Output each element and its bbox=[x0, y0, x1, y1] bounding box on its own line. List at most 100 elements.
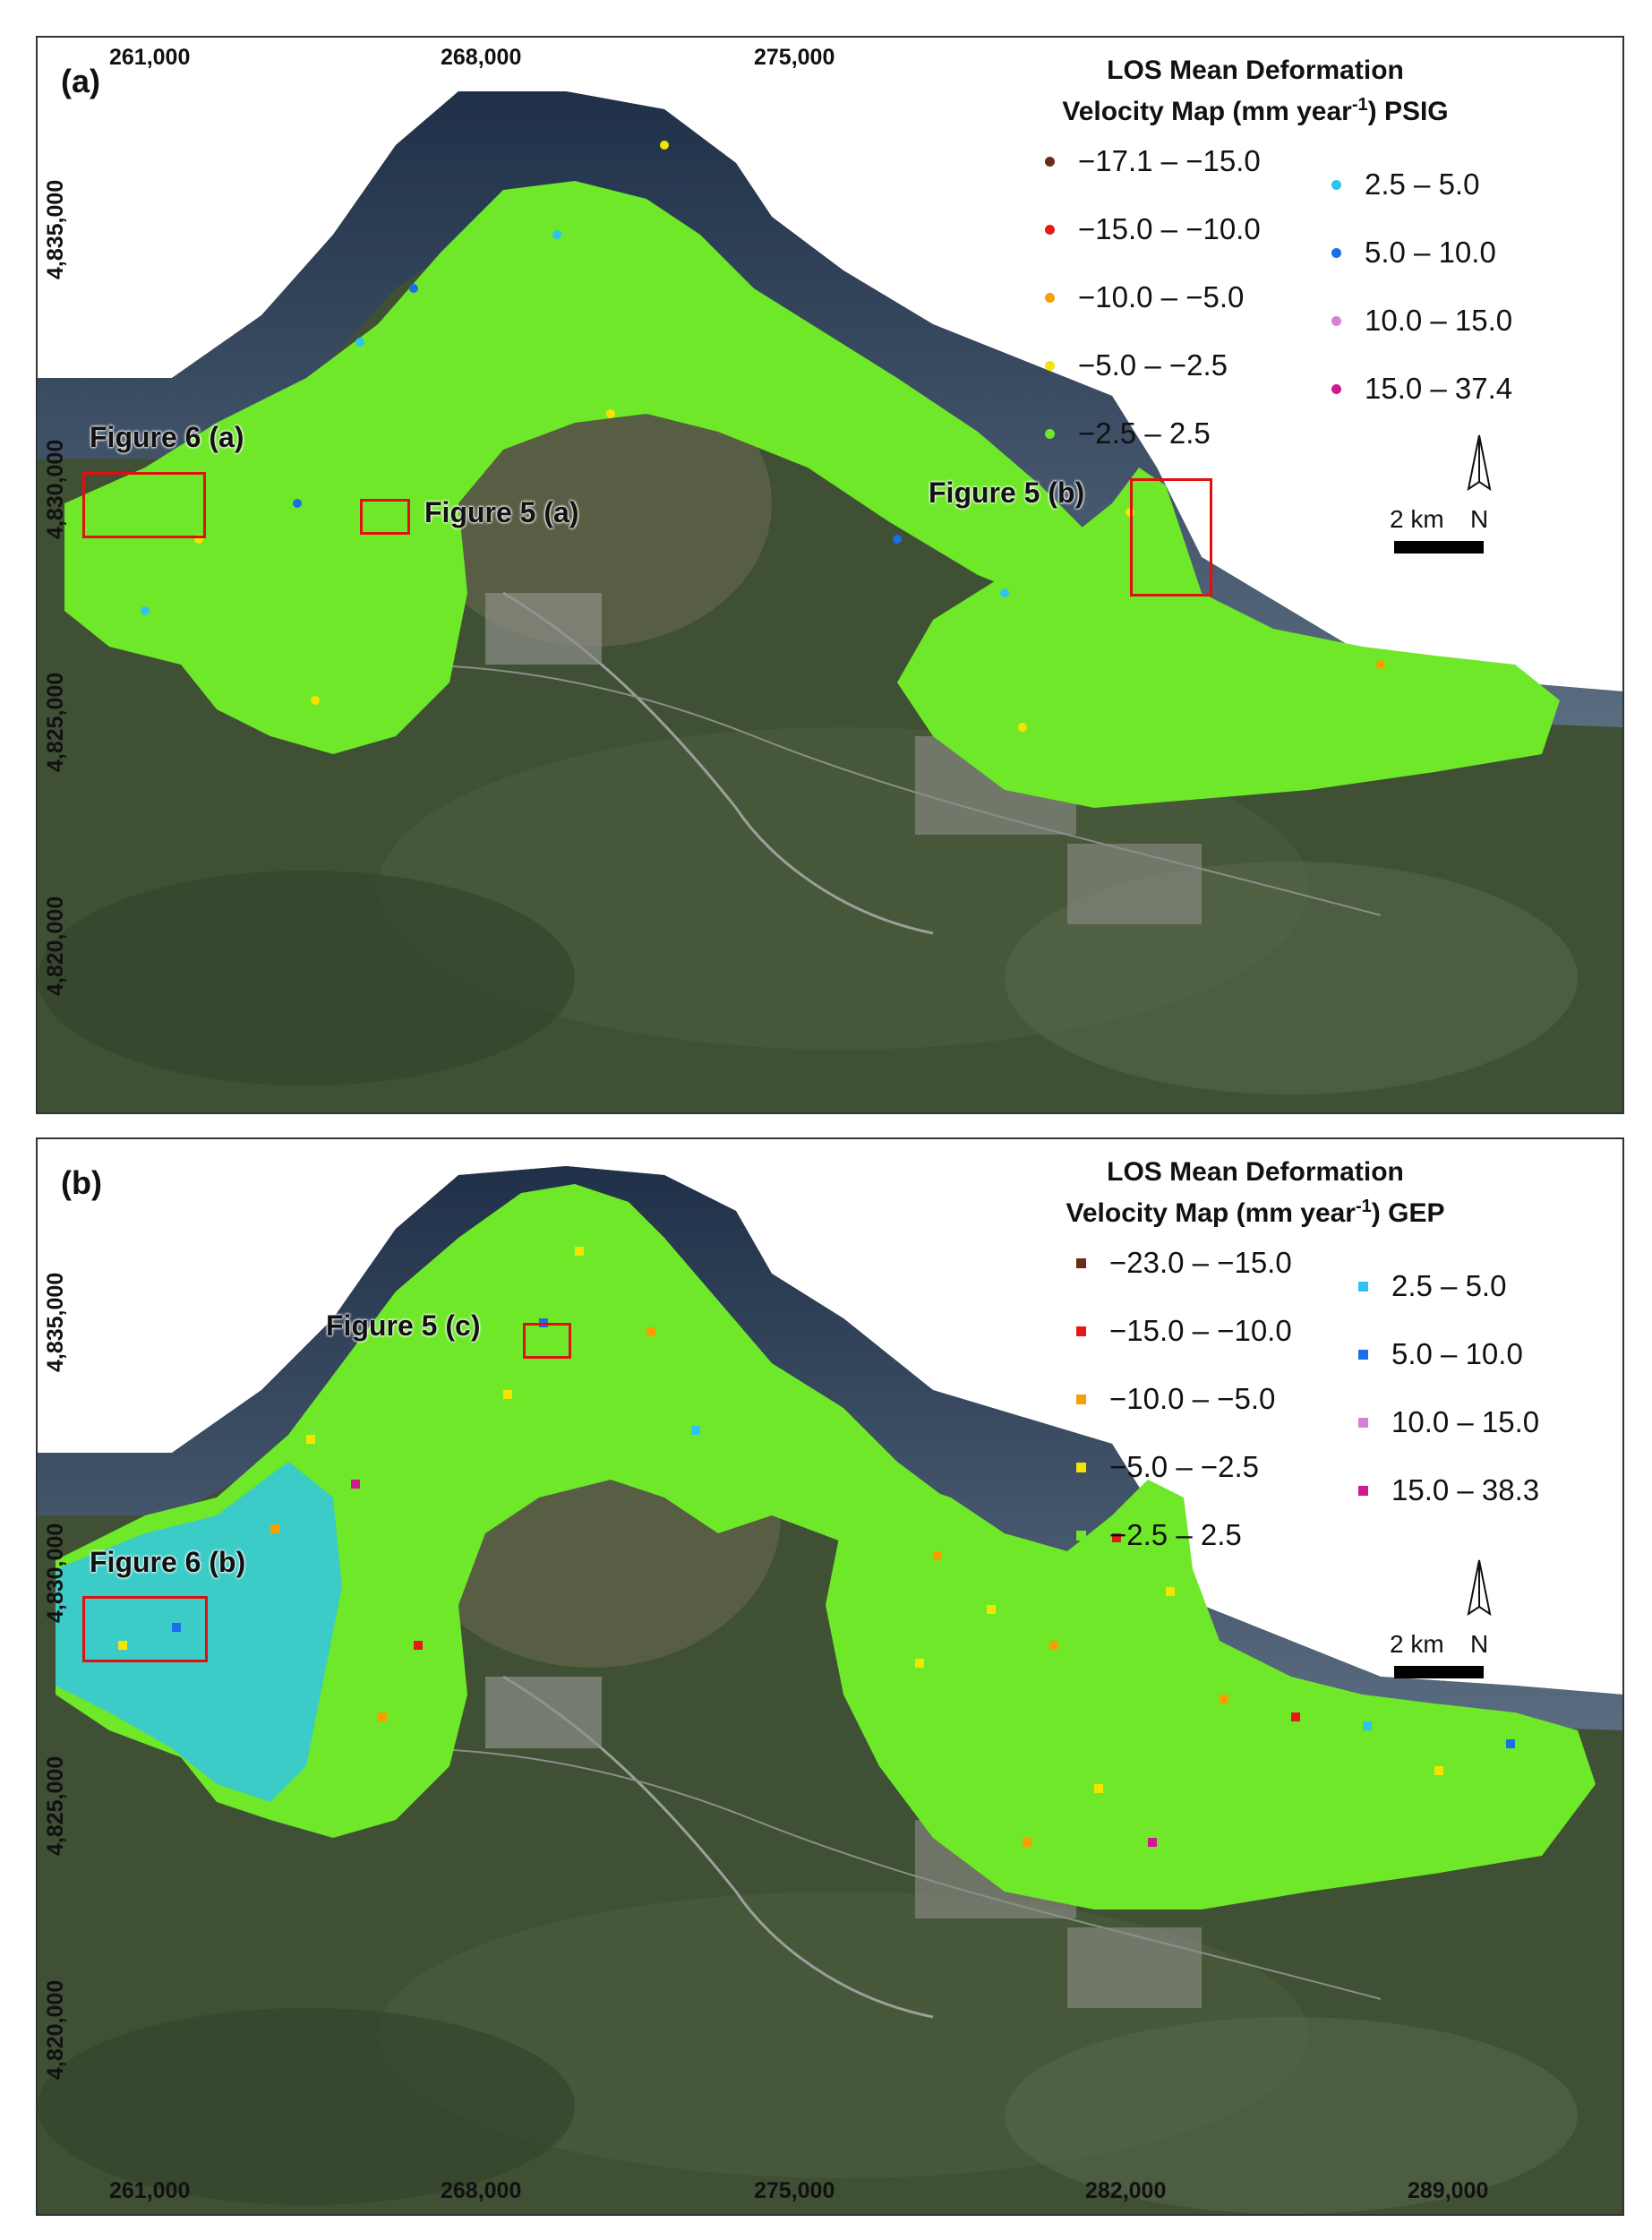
legend-item: 10.0 – 15.0 bbox=[1358, 1388, 1539, 1456]
x-tick-label: 282,000 bbox=[1085, 2178, 1167, 2203]
legend-title-line1: LOS Mean Deformation bbox=[1107, 1157, 1404, 1187]
legend-label: −15.0 – −10.0 bbox=[1078, 212, 1261, 245]
panel-label: (a) bbox=[61, 63, 100, 99]
map-panel-b: (b) 261,000 268,000 275,000 282,000 289,… bbox=[36, 1137, 1624, 2216]
legend-label: 15.0 – 37.4 bbox=[1365, 372, 1513, 405]
legend-label: −5.0 – −2.5 bbox=[1109, 1450, 1259, 1483]
legend-swatch bbox=[1358, 1417, 1368, 1428]
legend-label: −15.0 – −10.0 bbox=[1109, 1314, 1292, 1347]
figure-5c-label: Figure 5 (c) bbox=[326, 1309, 481, 1342]
legend-swatch bbox=[1331, 179, 1341, 190]
y-tick-label: 4,820,000 bbox=[43, 1979, 68, 2080]
north-arrow-icon bbox=[1467, 434, 1492, 492]
legend-item: 2.5 – 5.0 bbox=[1358, 1252, 1539, 1320]
x-tick-label: 268,000 bbox=[441, 2178, 522, 2203]
figure-6a-box bbox=[82, 472, 206, 538]
legend-item: −5.0 – −2.5 bbox=[1076, 1433, 1292, 1501]
legend-title-line1: LOS Mean Deformation bbox=[1107, 56, 1404, 85]
figure-5b-box bbox=[1130, 478, 1212, 596]
legend-title-suffix: ) PSIG bbox=[1367, 97, 1449, 126]
figure-5b-label: Figure 5 (b) bbox=[929, 476, 1085, 509]
figure-6b-box bbox=[82, 1596, 208, 1662]
legend-item: −2.5 – 2.5 bbox=[1076, 1501, 1292, 1569]
no-data-area bbox=[38, 1139, 1622, 1695]
legend-swatch bbox=[1045, 224, 1055, 235]
legend-label: −23.0 – −15.0 bbox=[1109, 1246, 1292, 1279]
legend-item: −5.0 – −2.5 bbox=[1045, 331, 1261, 399]
sea-area bbox=[38, 91, 1622, 727]
legend-swatch bbox=[1331, 247, 1341, 258]
legend-swatch bbox=[1331, 383, 1341, 394]
legend-label: 2.5 – 5.0 bbox=[1391, 1269, 1507, 1302]
x-tick-label: 289,000 bbox=[1408, 2178, 1489, 2203]
y-tick-label: 4,820,000 bbox=[43, 896, 68, 996]
figure-5a-label: Figure 5 (a) bbox=[424, 496, 579, 528]
legend-label: 5.0 – 10.0 bbox=[1365, 236, 1496, 269]
legend-label: 5.0 – 10.0 bbox=[1391, 1337, 1523, 1370]
legend-title-sup: -1 bbox=[1351, 95, 1368, 115]
panel-label: (b) bbox=[61, 1164, 102, 1201]
legend-label: −5.0 – −2.5 bbox=[1078, 348, 1228, 382]
legend-label: 10.0 – 15.0 bbox=[1391, 1405, 1540, 1438]
legend-label: −2.5 – 2.5 bbox=[1078, 416, 1211, 450]
y-tick-label: 4,835,000 bbox=[43, 1272, 68, 1372]
legend-swatch bbox=[1076, 1530, 1086, 1541]
legend-label: −10.0 – −5.0 bbox=[1109, 1382, 1276, 1415]
north-label: N bbox=[1470, 505, 1489, 533]
legend-item: −2.5 – 2.5 bbox=[1045, 399, 1261, 468]
legend-item: −23.0 – −15.0 bbox=[1076, 1229, 1292, 1297]
legend-swatch bbox=[1331, 315, 1341, 326]
scale-label: 2 km bbox=[1390, 505, 1444, 533]
legend-swatch bbox=[1358, 1281, 1368, 1292]
legend-swatch bbox=[1358, 1485, 1368, 1496]
legend-swatch bbox=[1076, 1394, 1086, 1404]
legend-swatch bbox=[1076, 1462, 1086, 1472]
psig-point-cloud bbox=[64, 181, 1560, 808]
x-tick-label: 275,000 bbox=[754, 2178, 835, 2203]
legend-title-line2: Velocity Map (mm year bbox=[1066, 1198, 1356, 1228]
legend-item: 15.0 – 38.3 bbox=[1358, 1456, 1539, 1524]
legend-label: 2.5 – 5.0 bbox=[1365, 167, 1480, 201]
legend-title: LOS Mean Deformation Velocity Map (mm ye… bbox=[1005, 54, 1506, 129]
legend-swatch bbox=[1045, 156, 1055, 167]
figure-6a-label: Figure 6 (a) bbox=[90, 421, 244, 453]
legend-item: −10.0 – −5.0 bbox=[1045, 263, 1261, 331]
legend-right-column: 2.5 – 5.0 5.0 – 10.0 10.0 – 15.0 15.0 – 37.… bbox=[1331, 150, 1512, 423]
legend-title: LOS Mean Deformation Velocity Map (mm ye… bbox=[1005, 1155, 1506, 1231]
figure-5a-box bbox=[360, 499, 410, 535]
x-tick-label: 275,000 bbox=[754, 45, 835, 70]
x-tick-label: 268,000 bbox=[441, 45, 522, 70]
y-tick-label: 4,830,000 bbox=[43, 439, 68, 539]
legend-right-column: 2.5 – 5.0 5.0 – 10.0 10.0 – 15.0 15.0 – 38.… bbox=[1358, 1252, 1539, 1524]
y-tick-label: 4,825,000 bbox=[43, 1755, 68, 1856]
legend-item: 10.0 – 15.0 bbox=[1331, 287, 1512, 355]
legend-item: 5.0 – 10.0 bbox=[1331, 219, 1512, 287]
legend-item: −15.0 – −10.0 bbox=[1076, 1297, 1292, 1365]
legend-item: −15.0 – −10.0 bbox=[1045, 195, 1261, 263]
legend-label: −17.1 – −15.0 bbox=[1078, 144, 1261, 177]
y-tick-label: 4,835,000 bbox=[43, 179, 68, 279]
figure-6b-label: Figure 6 (b) bbox=[90, 1546, 246, 1578]
y-tick-label: 4,830,000 bbox=[43, 1523, 68, 1623]
legend-item: −17.1 – −15.0 bbox=[1045, 127, 1261, 195]
no-data-area bbox=[38, 38, 1622, 691]
legend-label: 15.0 – 38.3 bbox=[1391, 1473, 1540, 1506]
legend-item: 5.0 – 10.0 bbox=[1358, 1320, 1539, 1388]
aerial-basemap bbox=[38, 1139, 1622, 2214]
legend-label: −10.0 – −5.0 bbox=[1078, 280, 1245, 313]
x-tick-label: 261,000 bbox=[109, 2178, 191, 2203]
north-arrow-icon bbox=[1467, 1559, 1492, 1617]
scale-bar bbox=[1394, 541, 1484, 554]
legend-swatch bbox=[1045, 292, 1055, 303]
legend-left-column: −17.1 – −15.0 −15.0 – −10.0 −10.0 – −5.0 −5… bbox=[1045, 127, 1261, 468]
legend-left-column: −23.0 – −15.0 −15.0 – −10.0 −10.0 – −5.0 −5… bbox=[1076, 1229, 1292, 1569]
legend-swatch bbox=[1045, 428, 1055, 439]
gep-blue-zone bbox=[56, 1462, 342, 1802]
aerial-basemap bbox=[38, 38, 1622, 1112]
north-label: N bbox=[1470, 1630, 1489, 1658]
y-tick-label: 4,825,000 bbox=[43, 672, 68, 772]
legend-title-sup: -1 bbox=[1355, 1197, 1372, 1216]
legend-label: −2.5 – 2.5 bbox=[1109, 1518, 1242, 1551]
map-panel-a: (a) 261,000 268,000 275,000 4,835,000 4,… bbox=[36, 36, 1624, 1114]
legend-title-line2: Velocity Map (mm year bbox=[1062, 97, 1352, 126]
